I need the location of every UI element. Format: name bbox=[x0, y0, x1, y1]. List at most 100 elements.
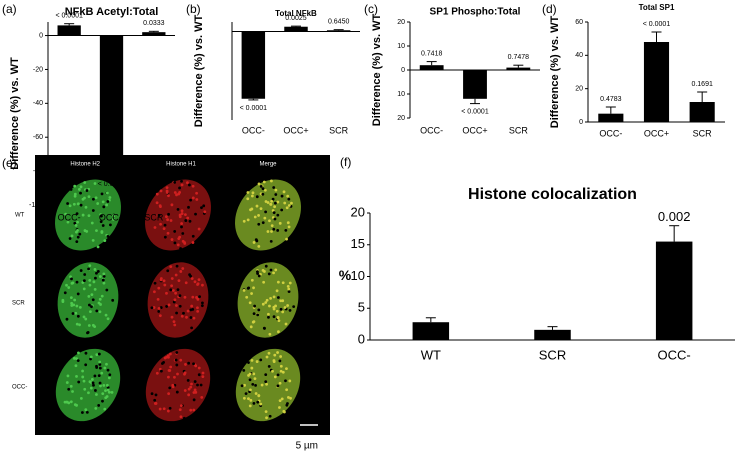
speckle bbox=[273, 353, 277, 357]
speckle bbox=[277, 330, 280, 334]
speckle bbox=[95, 309, 99, 313]
p-value: < 0.0001 bbox=[98, 181, 126, 188]
speckle bbox=[257, 182, 261, 186]
speckle bbox=[101, 224, 105, 227]
speckle bbox=[87, 214, 91, 218]
speckle bbox=[75, 212, 79, 216]
speckle bbox=[202, 204, 206, 208]
y-tick-label: -40 bbox=[33, 100, 43, 107]
speckle bbox=[100, 192, 104, 196]
speckle bbox=[259, 184, 263, 188]
nucleus bbox=[235, 179, 301, 251]
y-tick-label: -100 bbox=[29, 202, 43, 209]
speckle bbox=[101, 200, 105, 204]
speckle bbox=[179, 358, 183, 362]
speckle bbox=[252, 402, 256, 405]
speckle bbox=[99, 303, 102, 306]
speckle bbox=[103, 239, 107, 242]
speckle bbox=[267, 365, 271, 368]
speckle bbox=[101, 392, 105, 395]
speckle bbox=[166, 231, 170, 235]
speckle bbox=[97, 404, 101, 407]
speckle bbox=[150, 306, 154, 310]
speckle bbox=[251, 191, 255, 195]
speckle bbox=[66, 220, 70, 224]
speckle bbox=[259, 207, 263, 211]
speckle bbox=[201, 301, 204, 305]
error-bar bbox=[669, 225, 680, 242]
speckle bbox=[65, 381, 69, 384]
speckle bbox=[262, 280, 266, 284]
speckle bbox=[190, 382, 193, 386]
speckle bbox=[81, 213, 85, 217]
speckle bbox=[88, 278, 92, 282]
speckle bbox=[287, 396, 290, 399]
speckle bbox=[165, 186, 169, 190]
speckle bbox=[100, 294, 104, 298]
speckle bbox=[158, 407, 162, 411]
speckle bbox=[283, 306, 287, 309]
speckle bbox=[284, 322, 288, 326]
speckle bbox=[77, 188, 81, 191]
speckle bbox=[286, 194, 290, 198]
speckle bbox=[87, 391, 90, 395]
speckle bbox=[95, 393, 98, 396]
y-axis-label: Difference (%) vs. WT bbox=[193, 14, 205, 127]
speckle bbox=[200, 304, 204, 308]
speckle bbox=[179, 404, 183, 408]
speckle bbox=[257, 222, 261, 226]
error-bar bbox=[547, 326, 558, 330]
speckle bbox=[167, 375, 170, 379]
speckle bbox=[276, 280, 280, 284]
speckle bbox=[155, 201, 159, 205]
error-bar bbox=[426, 61, 437, 66]
speckle bbox=[176, 372, 179, 376]
speckle bbox=[153, 281, 157, 285]
p-value: 0.1691 bbox=[691, 81, 713, 88]
speckle bbox=[193, 388, 197, 392]
speckle bbox=[76, 314, 80, 318]
speckle bbox=[246, 191, 250, 194]
p-value: 0.0025 bbox=[285, 15, 307, 22]
speckle bbox=[175, 264, 179, 268]
speckle bbox=[82, 379, 86, 383]
speckle bbox=[246, 197, 250, 201]
speckle bbox=[89, 386, 93, 390]
bar bbox=[57, 25, 81, 36]
speckle bbox=[105, 395, 109, 398]
x-tick-label: OCC- bbox=[420, 125, 443, 135]
speckle bbox=[97, 374, 101, 378]
speckle bbox=[100, 371, 104, 375]
speckle bbox=[89, 357, 92, 361]
x-tick-label: OCC- bbox=[599, 128, 622, 138]
speckle bbox=[190, 277, 194, 280]
speckle bbox=[248, 378, 252, 382]
speckle bbox=[69, 296, 73, 300]
speckle bbox=[253, 215, 257, 219]
speckle bbox=[159, 306, 163, 309]
speckle bbox=[201, 283, 204, 287]
speckle bbox=[260, 383, 264, 387]
speckle bbox=[187, 205, 190, 209]
y-tick-label: 20 bbox=[397, 19, 405, 26]
speckle bbox=[267, 272, 271, 276]
speckle bbox=[169, 219, 173, 222]
error-bar bbox=[64, 23, 75, 26]
speckle bbox=[282, 190, 286, 194]
x-tick-label: SCR bbox=[144, 212, 164, 222]
speckle bbox=[272, 359, 276, 362]
speckle bbox=[73, 194, 77, 198]
speckle bbox=[173, 241, 177, 245]
speckle bbox=[275, 289, 279, 293]
p-value: 0.7418 bbox=[421, 50, 443, 57]
speckle bbox=[156, 297, 160, 301]
speckle bbox=[278, 406, 281, 409]
y-tick-label: 5 bbox=[358, 300, 365, 315]
speckle bbox=[92, 383, 95, 387]
speckle bbox=[189, 316, 193, 319]
speckle bbox=[170, 315, 174, 319]
speckle bbox=[69, 384, 73, 388]
speckle bbox=[178, 304, 182, 308]
speckle bbox=[285, 367, 288, 371]
speckle bbox=[277, 319, 281, 322]
